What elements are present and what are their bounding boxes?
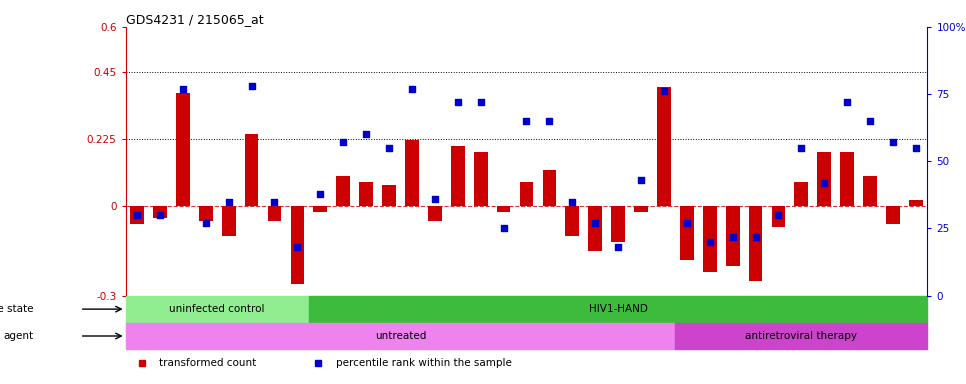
Bar — [244, 134, 259, 206]
Point — [748, 233, 763, 240]
Point — [816, 180, 832, 186]
Bar — [588, 206, 602, 251]
Point — [129, 212, 145, 218]
Bar — [794, 182, 809, 206]
Bar — [543, 170, 556, 206]
Text: GDS4231 / 215065_at: GDS4231 / 215065_at — [126, 13, 263, 26]
Bar — [405, 141, 419, 206]
Bar — [864, 176, 877, 206]
Text: agent: agent — [4, 331, 34, 341]
Bar — [675, 323, 927, 349]
Bar — [336, 176, 350, 206]
Bar — [130, 206, 144, 224]
Bar — [126, 296, 309, 323]
Bar — [886, 206, 900, 224]
Point — [794, 145, 810, 151]
Bar — [725, 206, 740, 266]
Bar — [199, 206, 213, 221]
Bar — [359, 182, 373, 206]
Bar — [313, 206, 327, 212]
Point — [564, 199, 580, 205]
Point — [724, 233, 740, 240]
Point — [702, 239, 718, 245]
Point — [404, 86, 419, 92]
Bar — [909, 200, 923, 206]
Point — [587, 220, 603, 226]
Point — [496, 225, 511, 232]
Bar — [840, 152, 854, 206]
Point — [885, 139, 900, 146]
Point — [267, 199, 282, 205]
Point — [243, 83, 259, 89]
Bar — [268, 206, 281, 221]
Bar — [817, 152, 831, 206]
Bar — [565, 206, 580, 236]
Point — [175, 86, 190, 92]
Bar — [176, 93, 189, 206]
Point — [427, 196, 442, 202]
Point — [863, 118, 878, 124]
Point — [153, 212, 168, 218]
Bar — [634, 206, 648, 212]
Bar — [291, 206, 304, 284]
Bar — [126, 323, 675, 349]
Point — [611, 244, 626, 250]
Text: percentile rank within the sample: percentile rank within the sample — [335, 358, 512, 368]
Bar — [428, 206, 441, 221]
Bar — [153, 206, 167, 218]
Point — [908, 145, 923, 151]
Bar — [657, 87, 670, 206]
Point — [519, 118, 534, 124]
Point — [198, 220, 213, 226]
Bar — [222, 206, 236, 236]
Point — [542, 118, 557, 124]
Text: disease state: disease state — [0, 304, 34, 314]
Text: untreated: untreated — [375, 331, 426, 341]
Bar — [520, 182, 533, 206]
Point — [290, 244, 305, 250]
Bar — [473, 152, 488, 206]
Text: HIV1-HAND: HIV1-HAND — [588, 304, 647, 314]
Point — [839, 99, 855, 105]
Point — [656, 88, 671, 94]
Point — [313, 190, 328, 197]
Bar — [497, 206, 510, 212]
Bar — [772, 206, 785, 227]
Point — [221, 199, 237, 205]
Point — [679, 220, 695, 226]
Bar — [451, 146, 465, 206]
Text: antiretroviral therapy: antiretroviral therapy — [746, 331, 858, 341]
Bar — [309, 296, 927, 323]
Point — [473, 99, 489, 105]
Point — [358, 131, 374, 137]
Point — [382, 145, 397, 151]
Bar — [749, 206, 762, 281]
Point — [634, 177, 649, 183]
Text: transformed count: transformed count — [159, 358, 257, 368]
Bar — [383, 185, 396, 206]
Bar — [703, 206, 717, 272]
Point — [771, 212, 786, 218]
Bar — [680, 206, 694, 260]
Text: uninfected control: uninfected control — [169, 304, 265, 314]
Point — [450, 99, 466, 105]
Point — [335, 139, 351, 146]
Bar — [611, 206, 625, 242]
